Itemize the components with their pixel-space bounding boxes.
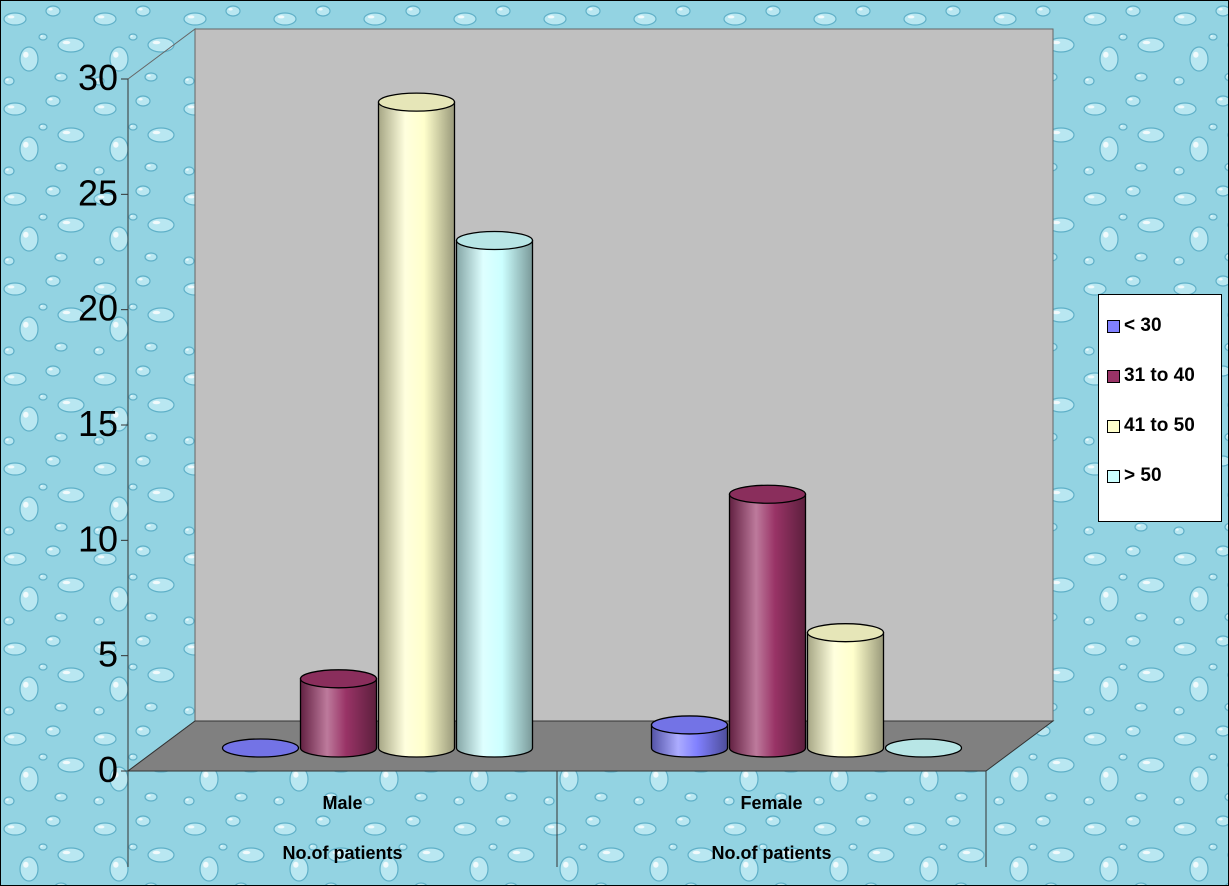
category-sublabel-male: No.of patients [283,843,403,863]
bar-top [455,230,534,251]
bar-top [806,623,885,643]
y-tick-label: 10 [78,518,118,559]
legend-label-31-to-40: 31 to 40 [1124,365,1195,386]
legend-label-over-50: > 50 [1124,465,1162,486]
y-tick-label: 5 [98,634,118,675]
bar-male-50 [455,230,534,758]
category-label-female: Female [740,793,802,813]
bar-female-30 [650,715,729,758]
chart-legend: < 30 31 to 40 41 to 50 > 50 [1098,294,1222,522]
bar-top [650,715,729,735]
bar-top [299,669,378,689]
bar-male-30 [221,738,300,758]
category-label-male: Male [322,793,362,813]
bar-male-31-to-40 [299,669,378,758]
bar-top [884,738,963,758]
legend-item-31-to-40: 31 to 40 [1099,351,1221,401]
bar-body [455,239,534,758]
y-tick-label: 15 [78,403,118,444]
legend-item-under-30: < 30 [1099,301,1221,351]
bar-female-50 [884,738,963,758]
bar-body [377,101,456,758]
y-tick-label: 25 [78,172,118,213]
legend-swatch-41-to-50 [1107,419,1120,433]
category-sublabel-female: No.of patients [712,843,832,863]
legend-swatch-31-to-40 [1107,369,1120,383]
y-tick-label: 20 [78,288,118,329]
back-wall [194,28,1054,722]
bar-top [377,92,456,112]
bar-body [806,632,885,758]
legend-item-over-50: > 50 [1099,451,1221,501]
bar-female-31-to-40 [728,484,807,758]
bar-male-41-to-50 [377,92,456,758]
legend-label-41-to-50: 41 to 50 [1124,415,1195,436]
legend-swatch-under-30 [1107,319,1120,333]
legend-item-41-to-50: 41 to 50 [1099,401,1221,451]
legend-swatch-over-50 [1107,469,1120,483]
bar-body [299,678,378,758]
bar-top [221,738,300,758]
bar-female-41-to-50 [806,623,885,758]
y-tick-label: 0 [98,749,118,790]
bar-body [728,493,807,758]
y-tick-label: 30 [78,57,118,98]
legend-label-under-30: < 30 [1124,315,1162,336]
bar-top [728,484,807,504]
